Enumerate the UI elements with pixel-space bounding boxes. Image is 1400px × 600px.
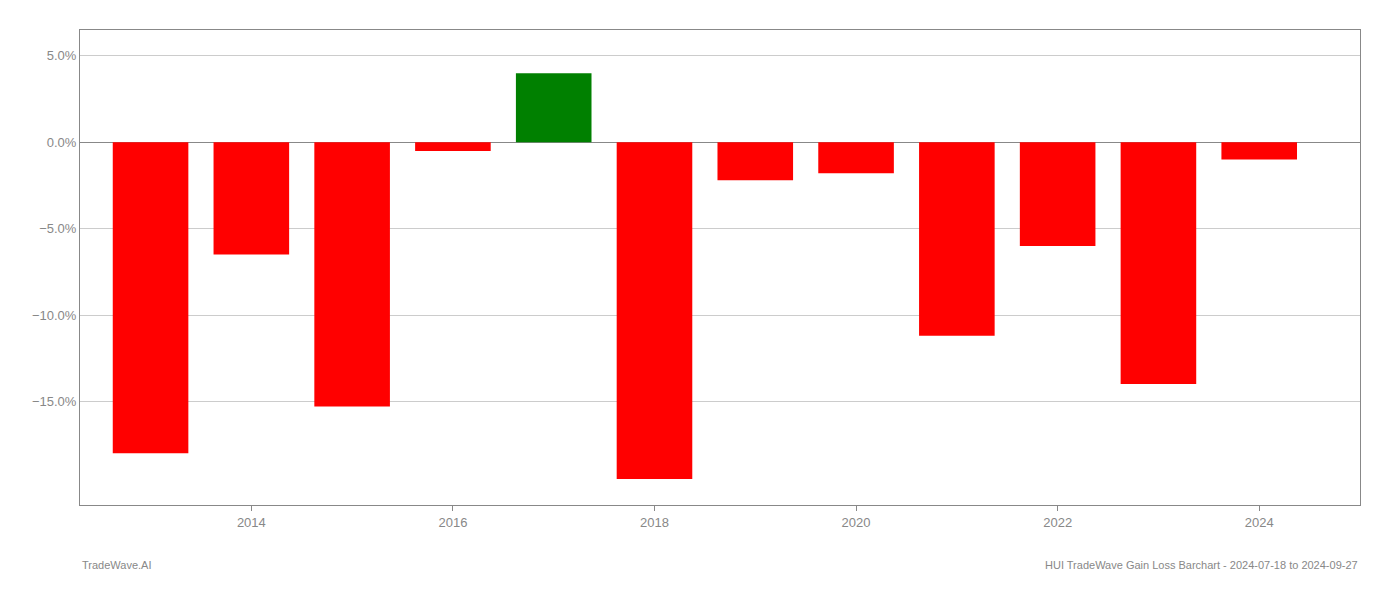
svg-text:2024: 2024 <box>1245 515 1274 530</box>
svg-text:−15.0%: −15.0% <box>32 394 77 409</box>
svg-text:5.0%: 5.0% <box>47 48 77 63</box>
svg-text:HUI TradeWave Gain Loss Barcha: HUI TradeWave Gain Loss Barchart - 2024-… <box>1045 559 1358 571</box>
svg-text:0.0%: 0.0% <box>47 135 77 150</box>
svg-text:2018: 2018 <box>640 515 669 530</box>
svg-text:2020: 2020 <box>842 515 871 530</box>
svg-text:−5.0%: −5.0% <box>39 221 77 236</box>
svg-text:TradeWave.AI: TradeWave.AI <box>82 559 152 571</box>
svg-text:−10.0%: −10.0% <box>32 308 77 323</box>
svg-text:2022: 2022 <box>1043 515 1072 530</box>
svg-text:2014: 2014 <box>237 515 266 530</box>
svg-text:2016: 2016 <box>438 515 467 530</box>
